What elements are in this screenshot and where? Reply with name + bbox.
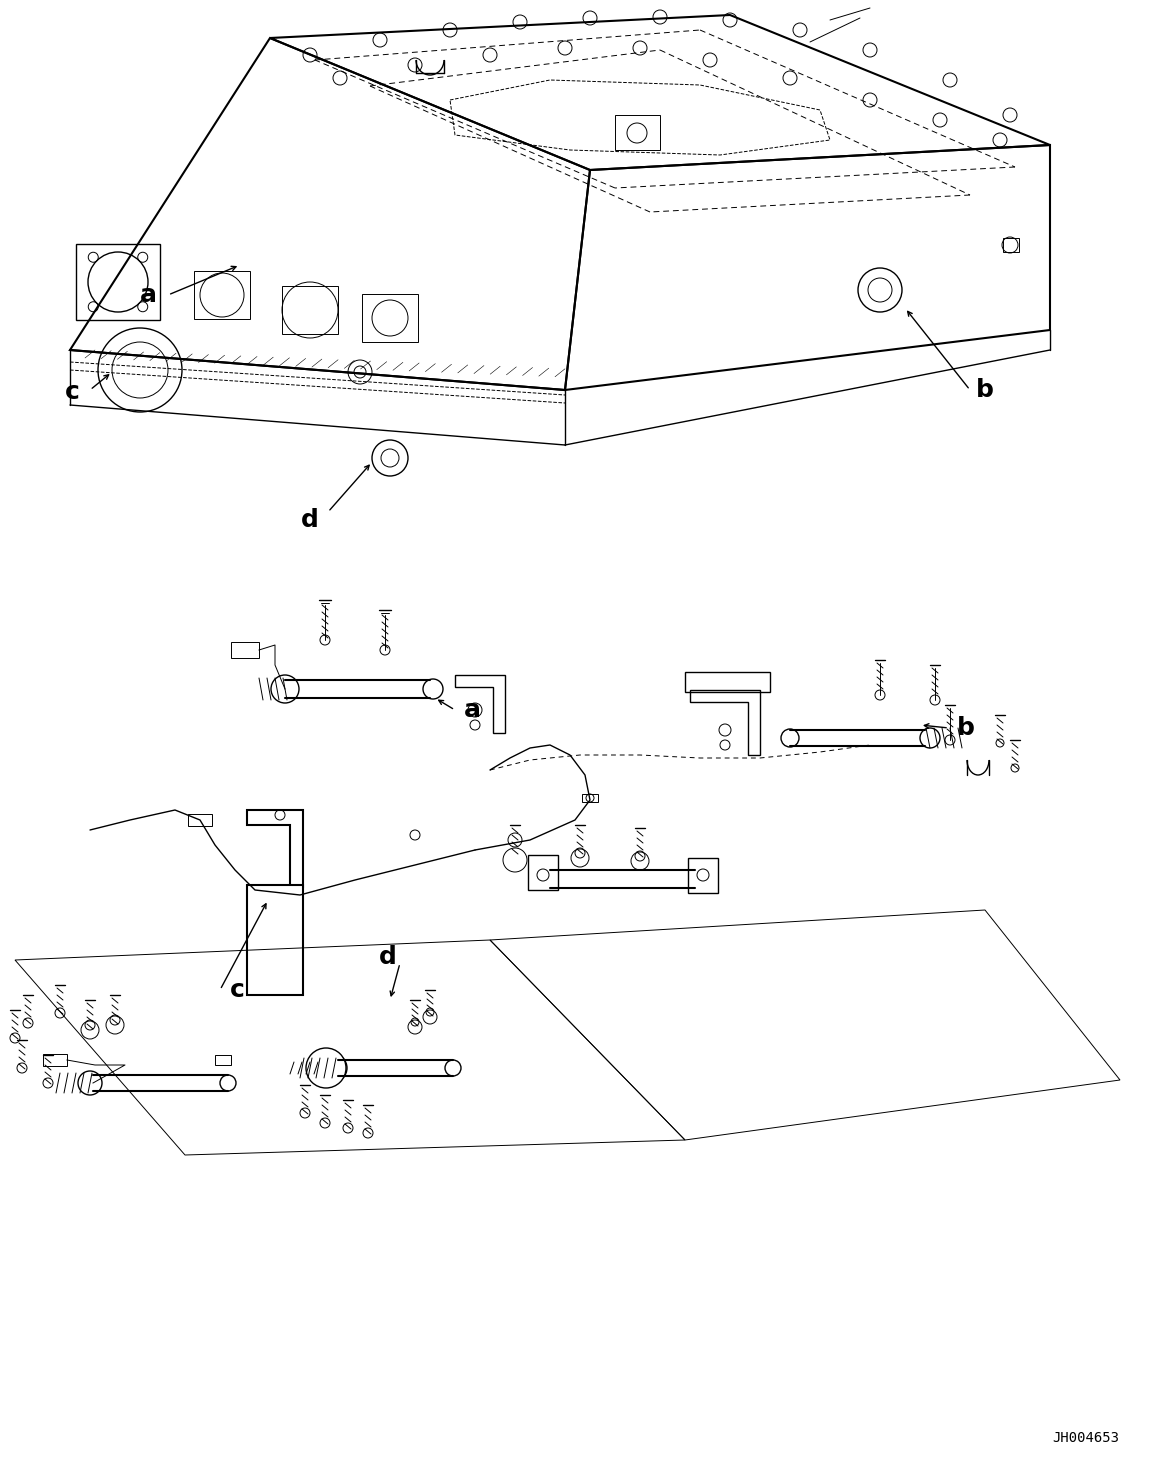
Circle shape bbox=[445, 1060, 461, 1076]
Circle shape bbox=[920, 728, 940, 747]
Circle shape bbox=[319, 1054, 347, 1082]
Text: d: d bbox=[301, 508, 319, 531]
Text: a: a bbox=[139, 283, 156, 306]
Polygon shape bbox=[247, 810, 303, 887]
Circle shape bbox=[219, 1074, 236, 1091]
Circle shape bbox=[781, 730, 799, 747]
Text: c: c bbox=[64, 380, 79, 404]
Text: a: a bbox=[463, 699, 480, 722]
Text: b: b bbox=[957, 716, 976, 740]
Circle shape bbox=[306, 1048, 346, 1088]
Text: c: c bbox=[230, 978, 245, 1002]
FancyBboxPatch shape bbox=[247, 885, 303, 995]
Circle shape bbox=[423, 679, 444, 699]
Text: b: b bbox=[976, 377, 994, 403]
Text: d: d bbox=[379, 946, 396, 969]
Circle shape bbox=[271, 675, 299, 703]
Circle shape bbox=[78, 1072, 102, 1095]
Text: JH004653: JH004653 bbox=[1052, 1431, 1119, 1444]
